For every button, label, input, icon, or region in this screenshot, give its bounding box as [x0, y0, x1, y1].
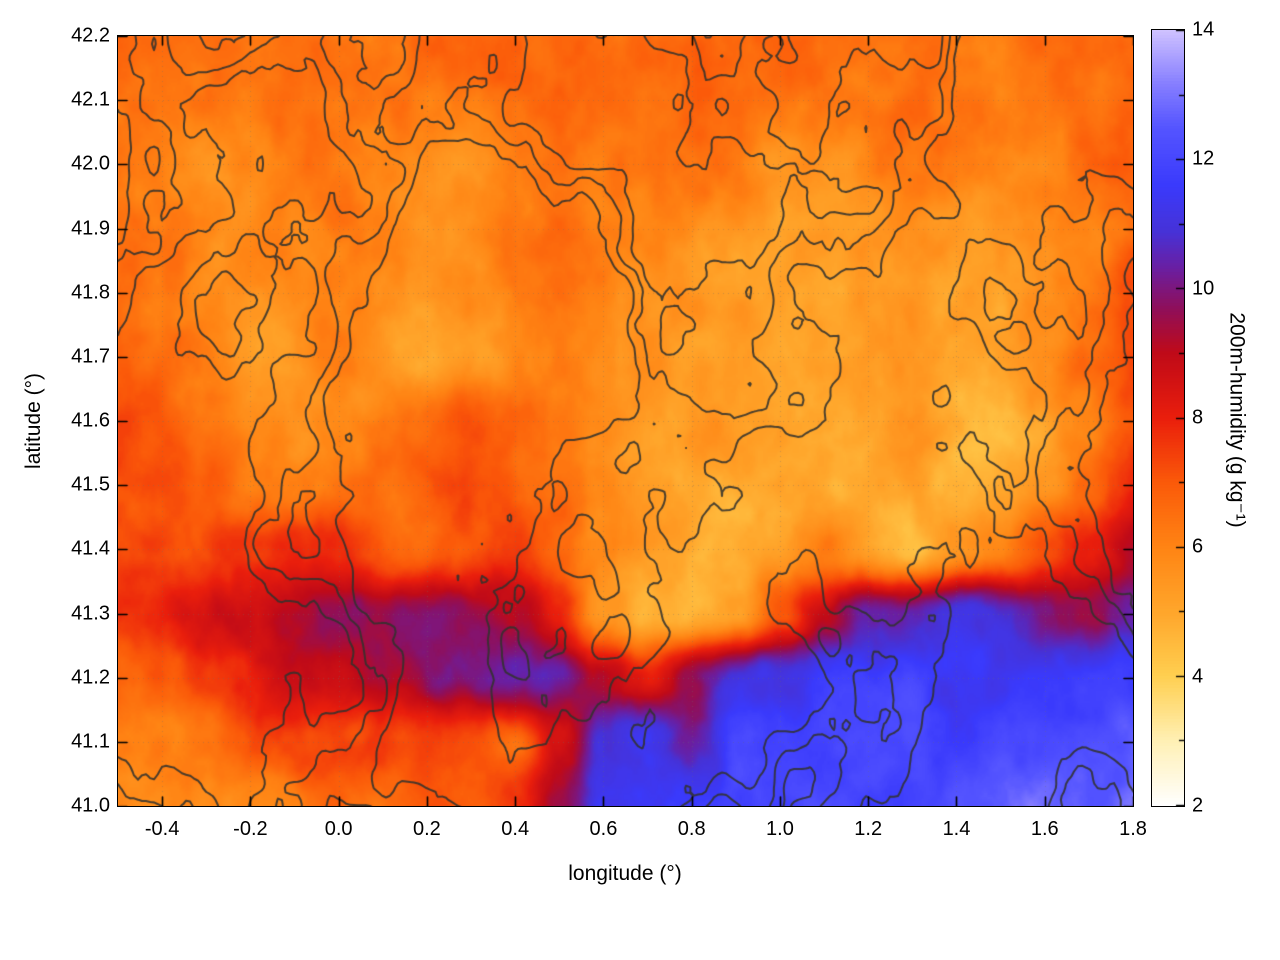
x-tick-label: 0.4: [501, 818, 530, 840]
x-tick-label: 1.8: [1119, 818, 1147, 840]
y-tick-label: 42.0: [71, 152, 110, 175]
colorbar-label: 200m-humidity (g kg⁻¹): [1225, 312, 1249, 528]
y-tick-label: 41.1: [71, 730, 110, 753]
y-tick-label: 41.7: [71, 345, 110, 368]
y-tick-label: 42.2: [71, 24, 110, 47]
y-tick-label: 41.4: [71, 537, 110, 560]
y-tick-label: 41.3: [71, 602, 110, 624]
y-tick-label: 42.1: [71, 88, 110, 111]
colorbar-tick-label: 2: [1192, 794, 1204, 817]
colorbar-tick-label: 10: [1192, 277, 1215, 300]
x-axis-label: longitude (°): [568, 862, 682, 885]
colorbar-tick-label: 12: [1192, 147, 1215, 170]
x-tick-label: -0.4: [144, 818, 180, 840]
x-tick-label: 1.2: [854, 818, 883, 840]
y-tick-label: 41.5: [71, 473, 110, 496]
x-tick-label: 0.0: [324, 818, 353, 840]
x-tick-label: 1.4: [942, 818, 971, 840]
colorbar-tick-label: 6: [1192, 535, 1204, 558]
colorbar-tick-label: 14: [1192, 18, 1215, 41]
colorbar-tick-label: 8: [1192, 406, 1204, 429]
x-tick-label: 0.8: [677, 818, 706, 840]
x-tick-label: 1.6: [1030, 818, 1059, 840]
x-tick-label: -0.2: [233, 818, 268, 840]
x-tick-label: 0.6: [589, 818, 618, 840]
colorbar-canvas: [1152, 30, 1184, 806]
y-tick-label: 41.2: [71, 666, 110, 689]
y-axis-label: latitude (°): [22, 373, 45, 469]
y-tick-label: 41.8: [71, 281, 110, 304]
y-tick-label: 41.9: [71, 217, 110, 239]
y-tick-label: 41.6: [71, 409, 110, 432]
y-tick-label: 41.0: [71, 794, 110, 817]
contour-overlay-canvas: [118, 36, 1133, 806]
x-tick-label: 0.2: [413, 818, 441, 840]
colorbar-tick-label: 4: [1192, 665, 1204, 688]
x-tick-label: 1.0: [766, 818, 794, 840]
